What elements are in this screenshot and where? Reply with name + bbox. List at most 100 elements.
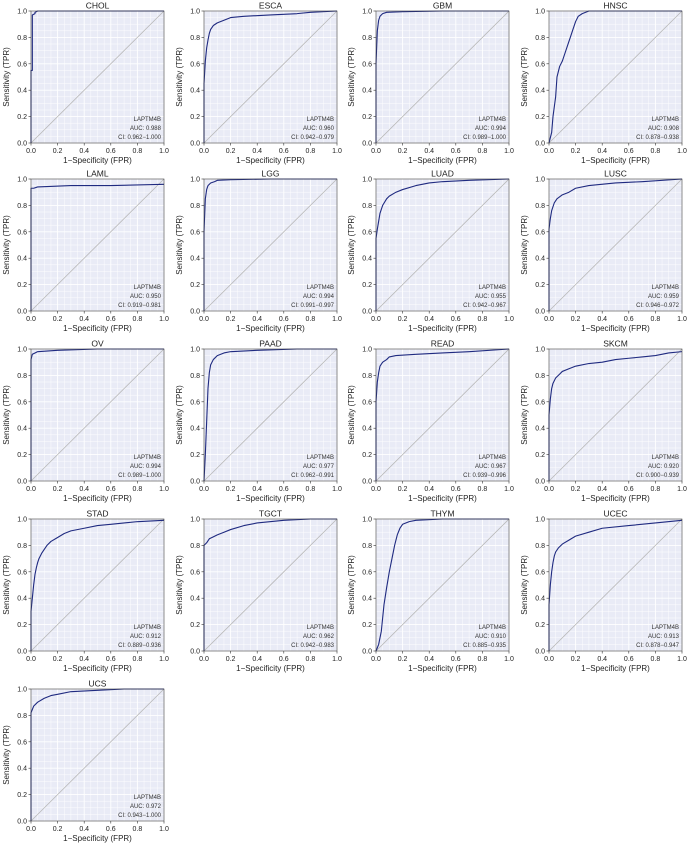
diagonal-reference-line [30, 10, 165, 144]
x-tick-label: 1.0 [159, 656, 169, 663]
x-tick-label: 0.4 [79, 656, 89, 663]
annotation-auc: AUC: 0.972 [130, 804, 162, 810]
diagonal-reference-line [548, 10, 683, 144]
chart-title: TGCT [259, 509, 282, 519]
y-tick-label: 0.0 [535, 479, 545, 486]
y-tick-label: 0.2 [535, 622, 545, 629]
roc-curve-line [548, 10, 682, 144]
y-tick-label: 1.0 [190, 517, 200, 524]
x-tick-label: 0.8 [306, 486, 316, 493]
x-tick-label: 0.4 [424, 148, 434, 155]
y-tick-label: 0.2 [362, 114, 372, 121]
y-tick-label: 0.8 [190, 203, 200, 210]
roc-curve-line [548, 351, 683, 481]
x-tick-label: 1.0 [159, 148, 169, 155]
x-tick-label: 0.2 [53, 148, 63, 155]
y-tick-label: 0.2 [535, 282, 545, 289]
annotation-auc: AUC: 0.962 [303, 634, 335, 640]
x-tick-label: 1.0 [332, 486, 342, 493]
plot-frame [30, 348, 165, 482]
x-tick-label: 0.4 [597, 656, 607, 663]
x-tick-label: 1.0 [677, 486, 687, 493]
x-tick-label: 1.0 [159, 826, 169, 833]
y-tick-label: 0.8 [17, 35, 27, 42]
y-tick-label: 1.0 [17, 687, 27, 694]
x-tick-label: 0.2 [571, 656, 581, 663]
x-axis-label: 1−Specificity (FPR) [236, 324, 305, 333]
y-tick-label: 0.0 [17, 479, 27, 486]
roc-chart-lusc: 0.0 0.2 0.4 0.6 0.8 1.0 0.0 0.2 0.4 0.6 0.8 1.0 LUSC… [520, 169, 687, 334]
chart-title: GBM [433, 1, 452, 11]
annotation-gene: LAPTM4B [652, 117, 679, 123]
diagonal-reference-line [375, 518, 510, 652]
annotation-auc: AUC: 0.977 [303, 464, 335, 470]
roc-curve-line [30, 688, 164, 821]
y-tick-label: 0.4 [535, 426, 545, 433]
y-tick-label: 0.2 [362, 452, 372, 459]
y-tick-label: 0.8 [17, 713, 27, 720]
roc-chart-stad: 0.0 0.2 0.4 0.6 0.8 1.0 0.0 0.2 0.4 0.6 0.8 1.0 STAD… [2, 509, 169, 674]
diagonal-reference-line [203, 348, 338, 482]
x-tick-label: 0.2 [53, 316, 63, 323]
plot-frame [375, 518, 510, 652]
x-axis-label: 1−Specificity (FPR) [63, 494, 132, 503]
diagonal-reference-line [30, 518, 165, 652]
y-tick-label: 0.2 [190, 282, 200, 289]
x-tick-label: 0.8 [306, 656, 316, 663]
y-tick-label: 1.0 [535, 9, 545, 16]
x-tick-label: 0.8 [133, 486, 143, 493]
x-tick-label: 0.2 [226, 656, 236, 663]
x-tick-label: 0.0 [199, 486, 209, 493]
roc-chart-paad: 0.0 0.2 0.4 0.6 0.8 1.0 0.0 0.2 0.4 0.6 0.8 1.0 PAAD… [175, 339, 342, 504]
x-tick-label: 0.6 [624, 486, 634, 493]
y-tick-label: 1.0 [17, 347, 27, 354]
y-tick-label: 0.0 [17, 819, 27, 826]
y-tick-label: 1.0 [190, 177, 200, 184]
y-tick-label: 1.0 [190, 347, 200, 354]
plot-frame [375, 348, 510, 482]
x-tick-label: 0.6 [624, 656, 634, 663]
y-tick-label: 0.2 [17, 282, 27, 289]
y-tick-label: 0.0 [190, 479, 200, 486]
y-tick-label: 0.0 [535, 309, 545, 316]
y-tick-label: 0.0 [362, 309, 372, 316]
chart-title: OV [91, 339, 104, 349]
y-axis-label: Sensitivity (TPR) [520, 47, 529, 107]
x-tick-label: 0.4 [79, 486, 89, 493]
x-axis-label: 1−Specificity (FPR) [63, 834, 132, 843]
annotation-ci: CI: 0.942−0.983 [291, 643, 335, 649]
x-tick-label: 1.0 [332, 316, 342, 323]
x-axis-label: 1−Specificity (FPR) [236, 494, 305, 503]
y-tick-label: 0.4 [535, 256, 545, 263]
roc-chart-ov: 0.0 0.2 0.4 0.6 0.8 1.0 0.0 0.2 0.4 0.6 0.8 1.0 OV 1−… [2, 339, 169, 504]
y-tick-label: 0.4 [362, 596, 372, 603]
y-tick-label: 0.8 [362, 35, 372, 42]
y-tick-label: 0.8 [17, 543, 27, 550]
x-tick-label: 0.6 [451, 316, 461, 323]
chart-title: UCS [89, 679, 107, 689]
diagonal-reference-line [375, 348, 510, 482]
x-axis-label: 1−Specificity (FPR) [63, 156, 132, 165]
annotation-ci: CI: 0.946−0.972 [636, 303, 680, 309]
x-tick-label: 0.2 [398, 148, 408, 155]
annotation-ci: CI: 0.885−0.935 [463, 643, 507, 649]
y-axis-label: Sensitivity (TPR) [2, 215, 11, 275]
x-tick-label: 0.8 [651, 656, 661, 663]
x-tick-label: 0.0 [26, 316, 36, 323]
x-tick-label: 0.0 [26, 656, 36, 663]
y-tick-label: 0.2 [17, 114, 27, 121]
y-tick-label: 0.4 [362, 426, 372, 433]
x-tick-label: 0.0 [544, 486, 554, 493]
y-tick-label: 0.8 [362, 203, 372, 210]
y-tick-label: 0.0 [190, 141, 200, 148]
roc-curve-line [548, 178, 683, 311]
x-tick-label: 0.8 [133, 316, 143, 323]
x-tick-label: 0.6 [106, 826, 116, 833]
y-tick-label: 0.6 [535, 399, 545, 406]
x-tick-label: 0.8 [133, 148, 143, 155]
plot-frame [548, 518, 683, 652]
x-tick-label: 0.4 [597, 148, 607, 155]
roc-curve-line [548, 519, 683, 651]
annotation-gene: LAPTM4B [307, 285, 334, 291]
x-tick-label: 0.6 [451, 656, 461, 663]
